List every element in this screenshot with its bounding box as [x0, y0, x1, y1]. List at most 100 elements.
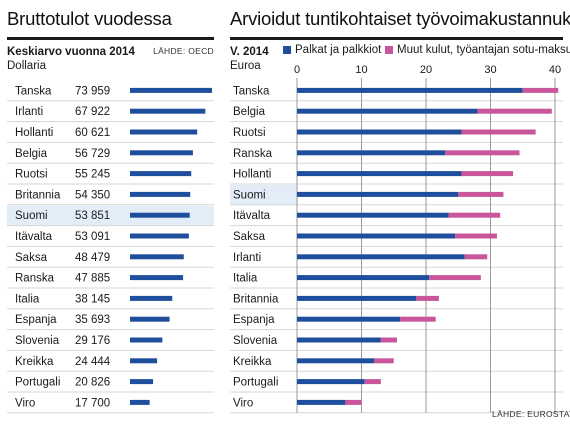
other-costs-bar-italia [429, 275, 481, 281]
country-label-portugali: Portugali [15, 377, 60, 389]
legend-item-other-costs: Muut kulut, työantajan sotu-maksut [385, 44, 570, 56]
wages-bar-irlanti [297, 254, 465, 260]
right-source: LÄHDE: EUROSTAT [492, 409, 570, 419]
wages-bar-itavalta [297, 212, 449, 218]
income-bar-tanska [130, 87, 212, 93]
wages-bar-suomi [297, 191, 459, 197]
other-costs-bar-suomi [458, 191, 504, 197]
country-label-saksa: Saksa [233, 231, 266, 243]
country-label-kreikka: Kreikka [15, 356, 54, 368]
left-chart-subtitle: Keskiarvo vuonna 2014 [7, 46, 135, 58]
x-tick-label-20: 20 [420, 64, 432, 76]
income-bar-espanja [130, 316, 170, 322]
country-label-italia: Italia [233, 273, 258, 285]
country-label-slovenia: Slovenia [233, 335, 278, 347]
country-label-ranska: Ranska [15, 273, 55, 285]
wages-bar-portugali [297, 379, 365, 385]
income-bar-portugali [130, 379, 154, 385]
other-costs-bar-itavalta [448, 212, 501, 218]
value-label-itavalta: 53 091 [75, 231, 110, 243]
country-label-portugali: Portugali [233, 377, 278, 389]
other-costs-bar-viro [345, 399, 362, 405]
income-bar-ranska [130, 275, 184, 281]
x-tick-label-30: 30 [484, 64, 496, 76]
wages-bar-ruotsi [297, 129, 462, 135]
value-label-hollanti: 60 621 [75, 127, 110, 139]
right-chart-subtitle: V. 2014 [230, 46, 269, 58]
country-label-irlanti: Irlanti [15, 106, 43, 118]
wages-bar-viro [297, 399, 346, 405]
country-label-hollanti: Hollanti [15, 127, 53, 139]
other-costs-bar-kreikka [374, 358, 394, 364]
other-costs-bar-portugali [364, 379, 381, 385]
wages-bar-slovenia [297, 337, 381, 343]
value-label-suomi: 53 851 [75, 210, 110, 222]
other-costs-bar-irlanti [464, 254, 488, 260]
other-costs-bar-hollanti [461, 171, 514, 177]
right-chart-unit: Euroa [230, 60, 261, 72]
value-label-viro: 17 700 [75, 397, 110, 409]
value-label-ruotsi: 55 245 [75, 169, 110, 181]
value-label-kreikka: 24 444 [75, 356, 111, 368]
country-label-italia: Italia [15, 293, 40, 305]
country-label-belgia: Belgia [15, 148, 48, 160]
country-label-suomi: Suomi [15, 210, 48, 222]
row-highlight-suomi [7, 205, 214, 226]
value-label-slovenia: 29 176 [75, 335, 110, 347]
wages-bar-italia [297, 275, 430, 281]
country-label-tanska: Tanska [15, 85, 52, 97]
income-bar-suomi [130, 212, 190, 218]
income-bar-itavalta [130, 233, 189, 239]
value-label-britannia: 54 350 [75, 189, 110, 201]
wages-bar-hollanti [297, 171, 462, 177]
country-label-itavalta: Itävalta [233, 210, 271, 222]
income-bar-kreikka [130, 358, 158, 364]
country-label-ruotsi: Ruotsi [233, 127, 266, 139]
other-costs-bar-espanja [400, 316, 436, 322]
legend-item-wages: Palkat ja palkkiot [283, 44, 381, 56]
income-bar-slovenia [130, 337, 163, 343]
value-label-espanja: 35 693 [75, 314, 110, 326]
income-bar-britannia [130, 191, 191, 197]
other-costs-bar-belgia [477, 108, 552, 114]
wages-bar-belgia [297, 108, 478, 114]
income-bar-irlanti [130, 108, 206, 114]
other-costs-bar-ruotsi [461, 129, 536, 135]
country-label-irlanti: Irlanti [233, 252, 261, 264]
other-costs-bar-ranska [445, 150, 520, 156]
country-label-ruotsi: Ruotsi [15, 169, 48, 181]
income-bar-belgia [130, 150, 193, 156]
legend-swatch-other-costs [385, 46, 393, 54]
country-label-ranska: Ranska [233, 148, 273, 160]
value-label-saksa: 48 479 [75, 252, 110, 264]
wages-bar-kreikka [297, 358, 375, 364]
country-label-kreikka: Kreikka [233, 356, 272, 368]
income-bar-hollanti [130, 129, 198, 135]
country-label-hollanti: Hollanti [233, 169, 271, 181]
wages-bar-britannia [297, 295, 417, 301]
wages-bar-espanja [297, 316, 401, 322]
wages-bar-ranska [297, 150, 446, 156]
country-label-belgia: Belgia [233, 106, 266, 118]
country-label-slovenia: Slovenia [15, 335, 60, 347]
x-tick-label-0: 0 [294, 64, 300, 76]
x-tick-label-10: 10 [355, 64, 367, 76]
right-title-rule [230, 37, 563, 40]
value-label-ranska: 47 885 [75, 273, 110, 285]
country-label-viro: Viro [233, 397, 253, 409]
legend-swatch-wages [283, 46, 291, 54]
right-chart-title: Arvioidut tuntikohtaiset työvoimakustann… [230, 8, 570, 29]
income-bar-italia [130, 295, 173, 301]
value-label-italia: 38 145 [75, 293, 110, 305]
country-label-itavalta: Itävalta [15, 231, 53, 243]
income-bar-saksa [130, 254, 184, 260]
value-label-irlanti: 67 922 [75, 106, 110, 118]
legend-label-wages: Palkat ja palkkiot [295, 44, 382, 56]
value-label-portugali: 20 826 [75, 377, 110, 389]
income-bar-viro [130, 399, 150, 405]
wages-bar-tanska [297, 87, 523, 93]
left-chart-unit: Dollaria [7, 60, 46, 72]
income-bar-chart: Tanska 73 959 Irlanti 67 922 Hollanti 60 621 B… [7, 85, 214, 414]
other-costs-bar-slovenia [380, 337, 397, 343]
country-label-viro: Viro [15, 397, 35, 409]
